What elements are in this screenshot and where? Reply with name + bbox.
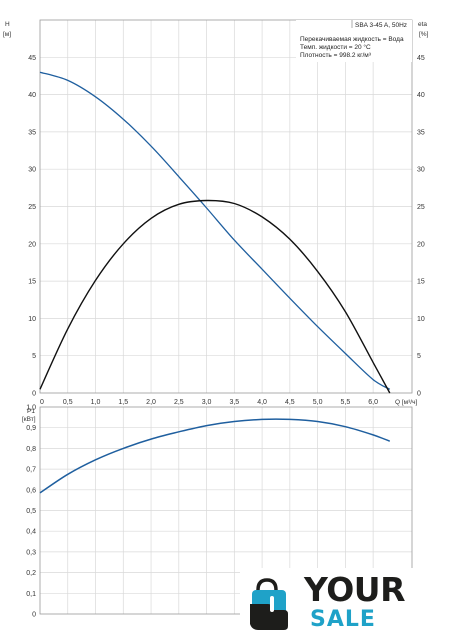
power-tick-label: 0,3 [26, 549, 36, 556]
info-box [296, 20, 412, 62]
right-tick-label: 10 [417, 316, 425, 323]
left-tick-label: 35 [28, 129, 36, 136]
your-sale-logo: YOUR SALE [240, 568, 452, 640]
right-tick-label: 40 [417, 92, 425, 99]
efficiency-curve [39, 199, 391, 394]
left-tick-label: 5 [32, 353, 36, 360]
x-tick-label: 0,5 [63, 399, 73, 406]
top-left-tick-labels: 0 5 10 15 20 25 30 35 40 45 [28, 55, 36, 398]
left-tick-label: 30 [28, 167, 36, 174]
x-tick-label: 4,0 [257, 399, 267, 406]
bottom-chart-frame [39, 406, 413, 615]
power-tick-label: 0,6 [26, 487, 36, 494]
x-tick-label: 4,5 [285, 399, 295, 406]
right-axis-label: eta [418, 21, 427, 28]
power-tick-label: 0,7 [26, 467, 36, 474]
left-tick-label: 40 [28, 92, 36, 99]
x-axis-label: Q [м³/ч] [395, 399, 417, 406]
power-tick-label: 0,2 [26, 570, 36, 577]
pump-model-label: SBA 3-45 A, 50Hz [355, 22, 407, 29]
power-tick-label: 1,0 [26, 405, 36, 412]
left-tick-label: 20 [28, 241, 36, 248]
right-tick-label: 35 [417, 129, 425, 136]
x-tick-label: 1,0 [91, 399, 101, 406]
logo-word-your: YOUR [304, 570, 405, 609]
top-chart-grid [40, 20, 412, 393]
right-tick-label: 45 [417, 55, 425, 62]
right-axis-unit: [%] [419, 31, 429, 38]
top-x-tick-labels: 0 0,5 1,0 1,5 2,0 2,5 3,0 3,5 4,0 4,5 5,0 5,5 6,0 [40, 399, 378, 406]
left-tick-label: 10 [28, 316, 36, 323]
bottom-chart: 0 0,1 0,2 0,3 0,4 0,5 0,6 0,7 0,8 0,9 1,0 P1 [кВт] [22, 405, 413, 619]
temperature-label: Темп. жидкости = 20 °C [300, 43, 371, 51]
x-tick-label: 3,0 [202, 399, 212, 406]
x-tick-label: 6,0 [368, 399, 378, 406]
power-axis-label: P1 [27, 408, 35, 415]
shopping-bag-hand-icon [250, 578, 288, 630]
left-axis-unit: [м] [3, 31, 11, 38]
top-right-tick-labels: 0 5 10 15 20 25 30 35 40 45 [417, 55, 425, 398]
x-tick-label: 3,5 [229, 399, 239, 406]
logo-word-sale: SALE [310, 607, 376, 632]
x-tick-label: 2,0 [146, 399, 156, 406]
x-tick-label: 1,5 [118, 399, 128, 406]
top-chart-frame [39, 19, 413, 394]
fluid-label: Перекачиваемая жидкость = Вода [300, 36, 404, 43]
power-tick-label: 0,8 [26, 446, 36, 453]
power-curve [39, 418, 391, 494]
right-tick-label: 25 [417, 204, 425, 211]
left-tick-label: 0 [32, 391, 36, 398]
right-tick-label: 30 [417, 167, 425, 174]
power-tick-label: 0,5 [26, 508, 36, 515]
x-tick-label: 2,5 [174, 399, 184, 406]
power-tick-label: 0,1 [26, 591, 36, 598]
left-axis-label: H [5, 21, 10, 28]
right-tick-label: 5 [417, 353, 421, 360]
left-tick-label: 15 [28, 279, 36, 286]
power-tick-label: 0,4 [26, 529, 36, 536]
power-tick-label: 0 [32, 612, 36, 619]
head-curve [39, 71, 391, 390]
x-tick-label: 5,0 [313, 399, 323, 406]
left-tick-label: 25 [28, 204, 36, 211]
x-tick-label: 5,5 [341, 399, 351, 406]
power-tick-label: 0,9 [26, 425, 36, 432]
left-tick-label: 45 [28, 55, 36, 62]
right-tick-label: 15 [417, 279, 425, 286]
bottom-left-tick-labels: 0 0,1 0,2 0,3 0,4 0,5 0,6 0,7 0,8 0,9 1,0 [26, 405, 36, 619]
power-axis-unit: [кВт] [22, 416, 36, 423]
right-tick-label: 20 [417, 241, 425, 248]
density-label: Плотность = 998.2 кг/м³ [300, 52, 372, 59]
bottom-chart-grid [40, 407, 412, 614]
x-tick-label: 0 [40, 399, 44, 406]
right-tick-label: 0 [417, 391, 421, 398]
